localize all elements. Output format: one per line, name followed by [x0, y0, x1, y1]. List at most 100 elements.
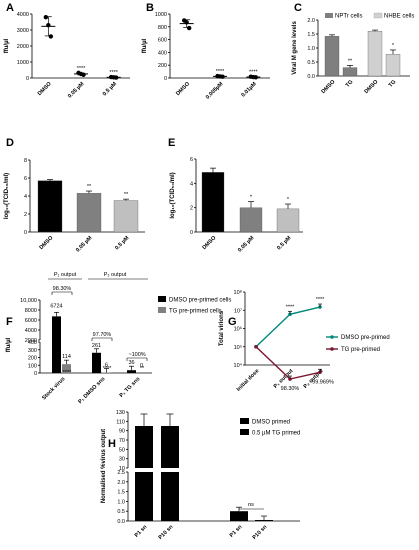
category-label: 0.5 µM	[276, 235, 293, 252]
y-tick-label: 8	[24, 158, 27, 164]
category-label: P10 sn	[252, 524, 269, 541]
category-label: P1 sn	[229, 524, 244, 539]
bracket-label: ~100%	[128, 352, 145, 358]
bar-value-label: 261	[92, 343, 101, 349]
legend-swatch	[158, 296, 166, 302]
category-label: 0.05 µM	[75, 235, 94, 254]
category-label: P10 sn	[158, 524, 175, 541]
category-label: DMSO	[321, 79, 337, 95]
legend-marker	[330, 335, 334, 339]
y-tick-label: 50	[119, 447, 125, 453]
bar	[127, 370, 136, 373]
y-tick-label: 100	[28, 363, 37, 369]
series-marker	[288, 312, 292, 317]
panel-label: A	[6, 2, 14, 14]
bar	[92, 352, 101, 373]
bar-value-label: 114	[62, 354, 71, 360]
data-point	[48, 34, 54, 39]
bar-lower	[135, 472, 153, 521]
category-label: 0.05 µM	[237, 235, 256, 254]
bar	[113, 200, 139, 233]
y-tick-label: 200	[158, 63, 167, 69]
bar	[239, 207, 263, 233]
panel-h: H 0.0 0.5 1.0 1.5 2.0 2.510 30 50 70 90 110 130 Norma…	[101, 410, 300, 541]
y-tick-label: 6000	[25, 318, 37, 324]
y-tick-label: 2	[190, 206, 193, 212]
y-tick-label: 90	[119, 429, 125, 435]
bar	[367, 31, 383, 77]
percent-annotation: 98.30%	[281, 386, 300, 392]
category-label: DMSO	[364, 79, 380, 95]
bar	[255, 520, 273, 521]
bracket-label: 97.70%	[93, 332, 112, 338]
y-tick-label: 300	[28, 348, 37, 354]
category-label: Stock virus	[41, 376, 66, 401]
bar-value-label: 0	[140, 363, 143, 369]
legend-label: DMSO pre-primed	[341, 335, 390, 341]
panel-d: D 0 2 4 6 8 log₁₀(TCID₅₀/ml) DMSO ** 0.05 µM ** 0.5…	[4, 137, 145, 254]
category-label: DMSO	[39, 235, 55, 251]
header-p1-output: P₁ output	[54, 272, 77, 278]
y-tick-label: 0	[164, 76, 167, 82]
y-tick-label: 2.0	[307, 18, 315, 24]
y-axis-label: log₁₀(TCID₅₀/ml)	[4, 173, 10, 219]
category-label: 0.5 µM	[102, 81, 119, 98]
panel-label: D	[6, 137, 14, 149]
category-label: P1 sn	[134, 524, 149, 539]
y-tick-label: 0.0	[117, 519, 125, 525]
legend-swatch	[158, 307, 166, 313]
y-tick-label: 6	[190, 157, 193, 163]
significance-stars: *	[392, 43, 395, 49]
data-point	[43, 15, 49, 20]
y-tick-label: 400	[28, 340, 37, 346]
legend-label: TG pre-primed	[341, 347, 380, 353]
y-tick-label: 1.0	[307, 46, 315, 52]
significance-stars: **	[87, 184, 92, 190]
y-tick-label: 10⁸	[234, 289, 242, 296]
y-axis-label: Normalised %virus output	[101, 429, 107, 503]
category-label: P₁ TG sns	[119, 376, 142, 399]
y-tick-label: 30	[119, 457, 125, 463]
bar	[62, 364, 71, 373]
significance-stars: ****	[77, 66, 86, 72]
y-tick-label: 1000	[17, 60, 29, 66]
series-line	[255, 306, 321, 348]
y-axis-label: Viral M gene levels	[292, 21, 298, 75]
bar-lower	[161, 472, 179, 521]
bar	[385, 54, 401, 77]
bar-value-label: 36	[128, 360, 134, 366]
y-tick-label: 0	[24, 230, 27, 236]
legend-label: DMSO primed	[252, 420, 290, 426]
bar	[230, 511, 248, 521]
y-tick-label: 110	[116, 419, 125, 425]
y-tick-label: 2000	[25, 338, 37, 344]
legend-label: TG pre-primed cells	[169, 309, 222, 315]
category-label: TG	[388, 79, 398, 89]
y-tick-label: 10	[119, 466, 125, 472]
bar	[76, 193, 102, 233]
y-axis-label: log₁₀(TCID₅₀/ml)	[170, 172, 176, 218]
y-tick-label: 0.0	[307, 74, 315, 80]
legend-label: 0.5 µM TG primed	[252, 431, 300, 437]
panel-label: G	[228, 316, 237, 328]
panel-label: H	[108, 438, 116, 450]
data-point	[186, 25, 192, 31]
y-tick-label: 0	[34, 371, 37, 377]
significance-stars: ****	[316, 297, 325, 303]
series-marker	[254, 344, 258, 349]
significance-stars: *	[287, 197, 290, 203]
category-label: TG	[345, 79, 355, 89]
panel-label: C	[294, 2, 302, 14]
legend-swatch	[325, 13, 333, 18]
legend-swatch	[240, 418, 249, 424]
category-label: DMSO	[175, 81, 191, 97]
y-tick-label: 8000	[25, 308, 37, 314]
category-label: 0.005µM	[205, 81, 225, 101]
significance-stars: ****	[109, 70, 118, 76]
panel-label: E	[168, 137, 175, 149]
category-label: DMSO	[202, 235, 218, 251]
significance-stars: ****	[216, 69, 225, 75]
y-tick-label: 400	[158, 50, 167, 56]
significance-stars: ****	[249, 70, 258, 76]
